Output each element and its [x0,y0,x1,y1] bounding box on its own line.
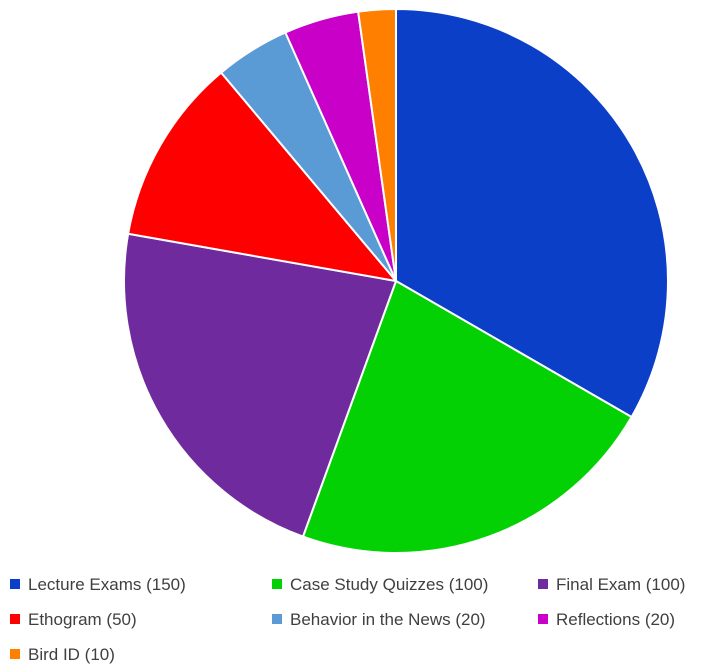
legend-label: Lecture Exams (150) [28,575,186,594]
legend-item: Reflections (20) [538,610,675,629]
pie-slice [123,232,397,538]
legend-item: Case Study Quizzes (100) [272,575,488,594]
legend-swatch [538,614,548,624]
legend-swatch [272,579,282,589]
legend-label: Ethogram (50) [28,610,137,629]
legend-label: Case Study Quizzes (100) [290,575,488,594]
legend-item: Lecture Exams (150) [10,575,186,594]
legend-item: Bird ID (10) [10,645,115,664]
chart-legend: Lecture Exams (150) Case Study Quizzes (1… [10,575,685,664]
legend-label: Reflections (20) [556,610,675,629]
legend-label: Behavior in the News (20) [290,610,486,629]
pie-slices [123,8,669,555]
legend-swatch [10,649,20,659]
legend-item: Behavior in the News (20) [272,610,486,629]
legend-swatch [538,579,548,589]
pie-slice [301,280,633,555]
legend-label: Bird ID (10) [28,645,115,664]
legend-item: Ethogram (50) [10,610,137,629]
legend-swatch [272,614,282,624]
legend-swatch [10,614,20,624]
pie-slice [127,71,397,282]
legend-swatch [10,579,20,589]
legend-label: Final Exam (100) [556,575,685,594]
legend-item: Final Exam (100) [538,575,685,594]
pie-slice [357,8,397,282]
pie-slice [395,8,669,418]
